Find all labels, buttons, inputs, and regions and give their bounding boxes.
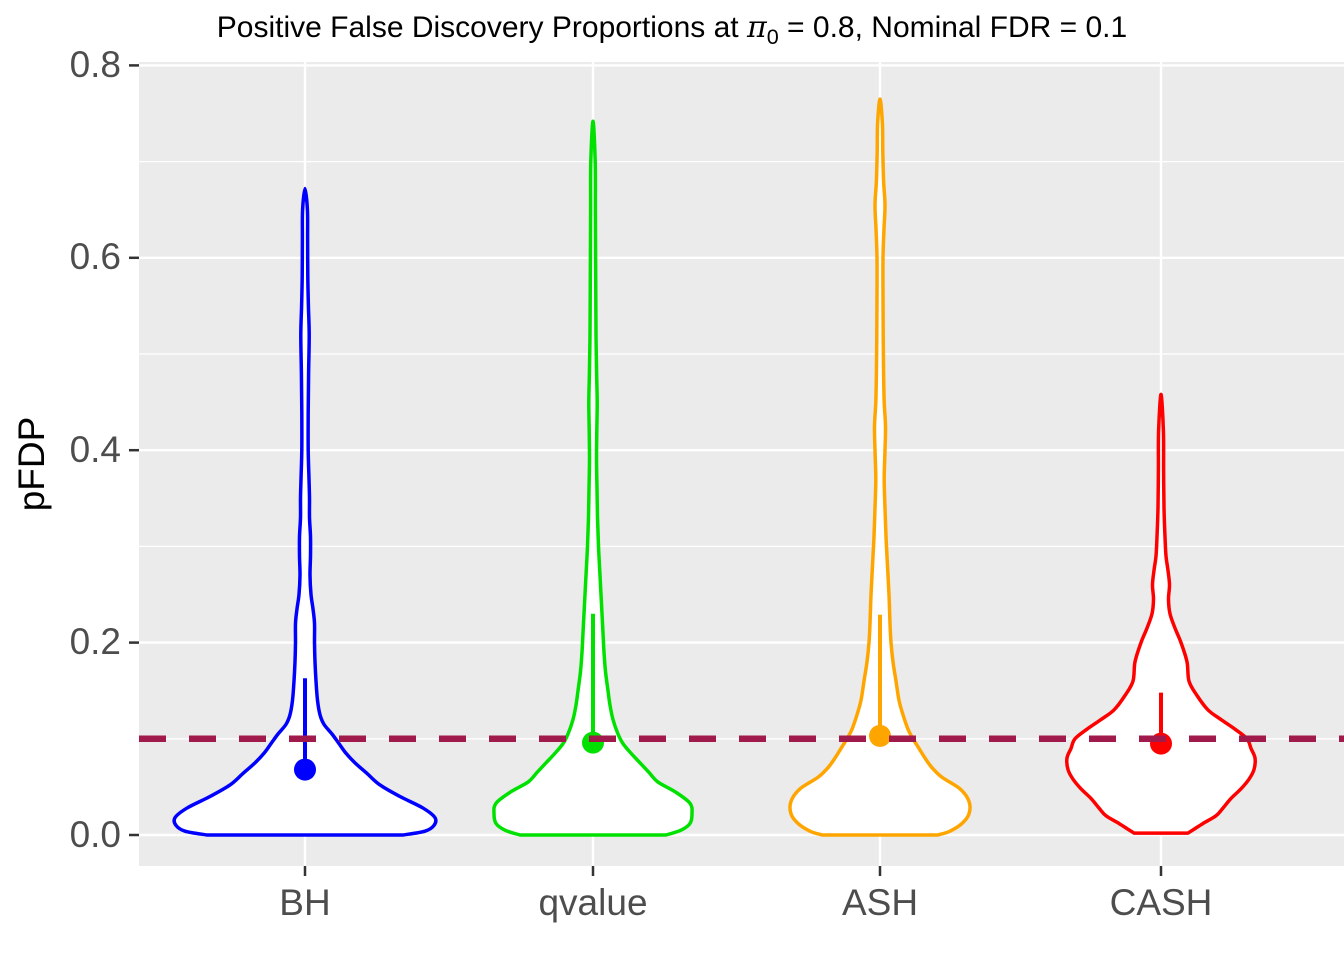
y-tick-label-0.0: 0.0: [69, 814, 121, 855]
y-tick-label-0.8: 0.8: [69, 44, 121, 85]
violin-ash: [788, 97, 972, 837]
y-tick-label-0.4: 0.4: [69, 429, 121, 470]
summary-dot-ash: [869, 724, 891, 747]
x-tick-label-bh: BH: [279, 882, 331, 923]
x-tick-label-qvalue: qvalue: [538, 882, 648, 923]
pi-symbol: π: [746, 10, 767, 45]
y-tick-label-0.2: 0.2: [69, 621, 121, 662]
violin-bh: [172, 186, 438, 837]
summary-dot-qvalue: [582, 731, 604, 754]
violin-cash: [1065, 392, 1257, 835]
summary-dot-bh: [294, 758, 316, 781]
pi-subscript: 0: [766, 24, 779, 49]
violin-qvalue: [492, 119, 694, 837]
plot-title: Positive False Discovery Proportions at …: [216, 10, 1128, 49]
x-tick-label-ash: ASH: [841, 882, 919, 923]
x-tick-label-cash: CASH: [1109, 882, 1213, 923]
y-tick-label-0.6: 0.6: [69, 236, 121, 277]
